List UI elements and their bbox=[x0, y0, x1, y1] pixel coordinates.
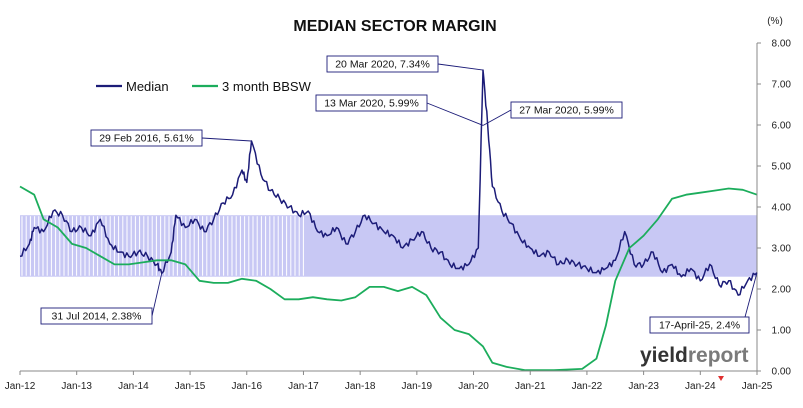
annotation-label: 13 Mar 2020, 5.99% bbox=[324, 98, 419, 110]
x-tick-label: Jan-18 bbox=[345, 381, 376, 392]
annotation-leader bbox=[151, 273, 163, 317]
legend: Median 3 month BBSW bbox=[96, 79, 312, 94]
annotation-leader bbox=[437, 63, 484, 71]
svg-text:yieldreport: yieldreport bbox=[640, 344, 749, 367]
y-tick-label: 3.00 bbox=[772, 244, 792, 255]
x-tick-label: Jan-22 bbox=[572, 381, 603, 392]
y-tick-label: 5.00 bbox=[772, 162, 792, 173]
annotations: 20 Mar 2020, 7.34% 13 Mar 2020, 5.99% 27 M… bbox=[40, 55, 758, 334]
x-axis: Jan-12 Jan-13 Jan-14 Jan-15 Jan-16 Jan-17 Jan-… bbox=[5, 370, 773, 392]
annotation-label: 20 Mar 2020, 7.34% bbox=[335, 59, 430, 71]
x-tick-label: Jan-19 bbox=[402, 381, 433, 392]
x-tick-label: Jan-16 bbox=[231, 381, 262, 392]
x-tick-label: Jan-20 bbox=[458, 381, 489, 392]
annotation-leader bbox=[744, 272, 758, 318]
annotation-box bbox=[40, 307, 153, 325]
annotation-box bbox=[649, 316, 750, 334]
annotation-label: 29 Feb 2016, 5.61% bbox=[99, 133, 194, 145]
logo-text-report: report bbox=[688, 344, 749, 367]
x-tick-label: Jan-17 bbox=[288, 381, 319, 392]
y-tick-label: 4.00 bbox=[772, 203, 792, 214]
annotation-box bbox=[510, 101, 623, 119]
legend-label-bbsw: 3 month BBSW bbox=[222, 79, 312, 94]
annotation-leader bbox=[201, 137, 252, 142]
y-tick-label: 0.00 bbox=[772, 367, 792, 378]
x-tick-label: Jan-21 bbox=[515, 381, 546, 392]
y-tick-label: 8.00 bbox=[772, 39, 792, 50]
y-tick-label: 1.00 bbox=[772, 326, 792, 337]
annotation-box bbox=[326, 55, 439, 73]
x-tick-label: Jan-15 bbox=[175, 381, 206, 392]
annotation-leader bbox=[482, 109, 512, 126]
y-tick-label: 7.00 bbox=[772, 80, 792, 91]
yieldreport-logo: yieldreport bbox=[640, 344, 749, 381]
x-tick-label: Jan-14 bbox=[118, 381, 149, 392]
chart-title: MEDIAN SECTOR MARGIN bbox=[293, 18, 496, 35]
logo-triangle-icon bbox=[718, 376, 724, 381]
series-line-bbsw bbox=[19, 185, 758, 372]
annotation-box bbox=[315, 94, 428, 112]
y-tick-label: 6.00 bbox=[772, 121, 792, 132]
annotation-label: 17-April-25, 2.4% bbox=[659, 320, 740, 332]
x-tick-label: Jan-25 bbox=[742, 381, 773, 392]
legend-label-median: Median bbox=[126, 79, 169, 94]
annotation-box bbox=[90, 129, 203, 147]
y-axis: 0.00 1.00 2.00 3.00 4.00 5.00 6.00 7.00 8.00 bbox=[756, 39, 792, 378]
series-line-median bbox=[19, 69, 758, 296]
x-tick-label: Jan-13 bbox=[61, 381, 92, 392]
x-tick-label: Jan-24 bbox=[685, 381, 716, 392]
x-tick-label: Jan-12 bbox=[5, 381, 36, 392]
y-tick-label: 2.00 bbox=[772, 285, 792, 296]
series-lines bbox=[19, 69, 758, 372]
annotation-leader bbox=[426, 102, 484, 126]
annotation-label: 31 Jul 2014, 2.38% bbox=[52, 311, 142, 323]
annotation-label: 27 Mar 2020, 5.99% bbox=[519, 105, 614, 117]
margin-range-band bbox=[20, 215, 757, 277]
y-axis-unit: (%) bbox=[767, 16, 783, 27]
logo-text-yield: yield bbox=[640, 344, 688, 367]
x-tick-label: Jan-23 bbox=[628, 381, 659, 392]
band-rect bbox=[20, 215, 757, 277]
